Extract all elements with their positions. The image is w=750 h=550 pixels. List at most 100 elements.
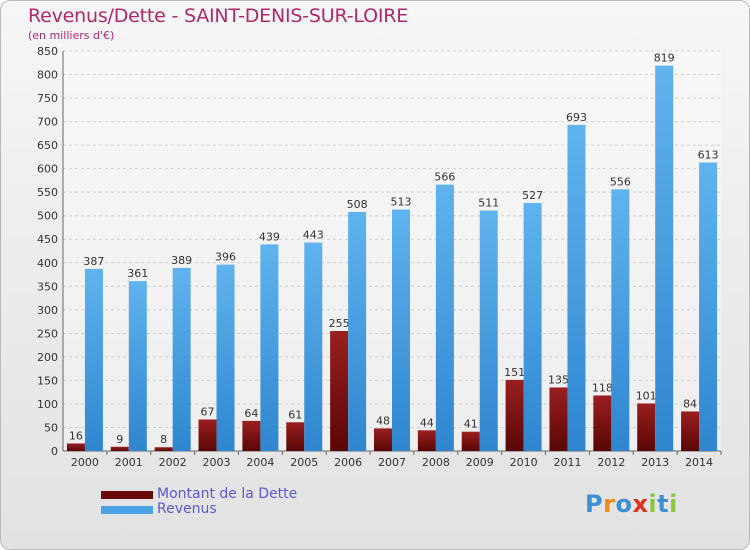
data-label-revenus: 389 [171,254,192,267]
chart-title: Revenus/Dette - SAINT-DENIS-SUR-LOIRE [28,5,409,27]
bar-revenus [128,281,147,451]
bar-revenus [611,189,630,451]
bar-revenus [699,162,718,451]
bar-revenus [216,264,235,451]
legend-label-revenus: Revenus [157,501,217,517]
legend-label-dette: Montant de la Dette [157,486,298,502]
x-tick-label: 2009 [466,456,494,469]
data-label-revenus: 439 [259,230,280,243]
data-label-revenus: 511 [478,197,499,210]
x-tick-label: 2002 [159,456,187,469]
bar-dette [330,331,349,451]
bar-revenus [304,242,323,451]
x-tick-label: 2000 [71,456,99,469]
y-tick-label: 350 [37,280,58,293]
chart-subtitle: (en milliers d'€) [28,29,115,42]
y-tick-label: 450 [37,233,58,246]
data-label-revenus: 566 [434,171,455,184]
y-tick-label: 550 [37,186,58,199]
logo-letter: i [669,490,678,518]
bar-revenus [84,268,103,451]
bar-dette [374,428,392,451]
bar-dette [154,447,173,451]
x-tick-label: 2014 [685,456,713,469]
x-tick-label: 2008 [422,456,450,469]
data-label-revenus: 396 [215,251,236,264]
y-tick-label: 0 [51,445,58,458]
bar-revenus [172,267,191,451]
bar-dette [461,431,480,451]
bar-dette [417,430,436,451]
data-label-dette: 67 [201,405,215,418]
x-tick-label: 2006 [334,456,362,469]
logo-letter: o [615,490,633,518]
bar-dette [242,420,261,451]
data-label-dette: 118 [592,381,613,394]
data-label-dette: 84 [683,397,697,410]
y-tick-label: 700 [37,116,58,129]
x-tick-label: 2011 [553,456,581,469]
bar-revenus [260,244,279,451]
logo-letter: P [585,490,604,518]
bar-revenus [435,184,454,451]
y-tick-label: 650 [37,139,58,152]
bar-revenus [392,209,410,451]
x-tick-label: 2010 [510,456,538,469]
data-label-revenus: 443 [303,229,324,242]
data-label-dette: 151 [504,366,525,379]
logo-letter: r [603,490,616,518]
x-tick-label: 2003 [203,456,231,469]
y-tick-label: 500 [37,210,58,223]
data-label-revenus: 613 [698,149,719,162]
proxiti-logo: Proxiti [585,490,678,518]
y-tick-label: 800 [37,69,58,82]
bar-dette [110,446,129,451]
bar-revenus [655,65,674,452]
y-tick-label: 100 [37,398,58,411]
legend-swatch-revenus [101,506,153,514]
data-label-dette: 8 [160,433,167,446]
data-label-dette: 48 [376,414,390,427]
bar-dette [681,411,700,451]
bar-revenus [567,124,586,451]
data-label-revenus: 513 [391,196,412,209]
y-tick-label: 850 [37,45,58,58]
bar-revenus [479,210,498,451]
bar-dette [505,379,524,451]
data-label-dette: 64 [244,407,258,420]
bar-dette [593,395,612,451]
y-tick-label: 600 [37,163,58,176]
y-tick-label: 250 [37,327,58,340]
data-label-revenus: 508 [347,198,368,211]
data-label-revenus: 387 [83,255,104,268]
bar-dette [198,419,217,451]
data-label-revenus: 693 [566,111,587,124]
y-tick-label: 300 [37,304,58,317]
x-tick-label: 2005 [290,456,318,469]
data-label-revenus: 819 [654,52,675,65]
logo-letter: i [648,490,658,518]
data-label-dette: 101 [636,389,657,402]
data-label-dette: 16 [69,429,83,442]
x-tick-label: 2013 [641,456,669,469]
bar-dette [637,403,656,451]
data-label-dette: 135 [548,373,569,386]
data-label-revenus: 527 [522,189,543,202]
data-label-revenus: 556 [610,175,631,188]
bar-revenus [348,211,367,451]
bar-revenus [523,203,542,451]
y-tick-label: 750 [37,92,58,105]
logo-letter: t [657,490,670,518]
x-tick-label: 2001 [115,456,143,469]
data-label-dette: 255 [329,317,350,330]
data-label-dette: 44 [420,416,434,429]
data-label-dette: 41 [464,418,478,431]
y-tick-label: 50 [44,421,58,434]
y-tick-label: 150 [37,374,58,387]
bar-dette [286,422,305,451]
x-tick-label: 2004 [246,456,274,469]
x-tick-label: 2007 [378,456,406,469]
data-label-revenus: 361 [127,267,148,280]
